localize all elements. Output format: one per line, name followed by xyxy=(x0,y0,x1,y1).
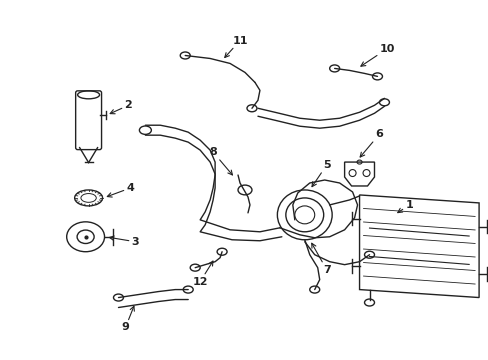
Text: 8: 8 xyxy=(209,147,232,175)
Text: 9: 9 xyxy=(122,306,134,332)
Text: 11: 11 xyxy=(224,36,247,58)
Text: 6: 6 xyxy=(360,129,383,157)
Text: 2: 2 xyxy=(110,100,132,114)
Text: 3: 3 xyxy=(109,236,139,247)
Text: 7: 7 xyxy=(311,243,330,275)
Text: 1: 1 xyxy=(397,200,412,213)
Text: 4: 4 xyxy=(107,183,134,197)
Text: 10: 10 xyxy=(360,44,394,66)
Text: 5: 5 xyxy=(311,160,330,186)
Text: 12: 12 xyxy=(192,261,213,287)
